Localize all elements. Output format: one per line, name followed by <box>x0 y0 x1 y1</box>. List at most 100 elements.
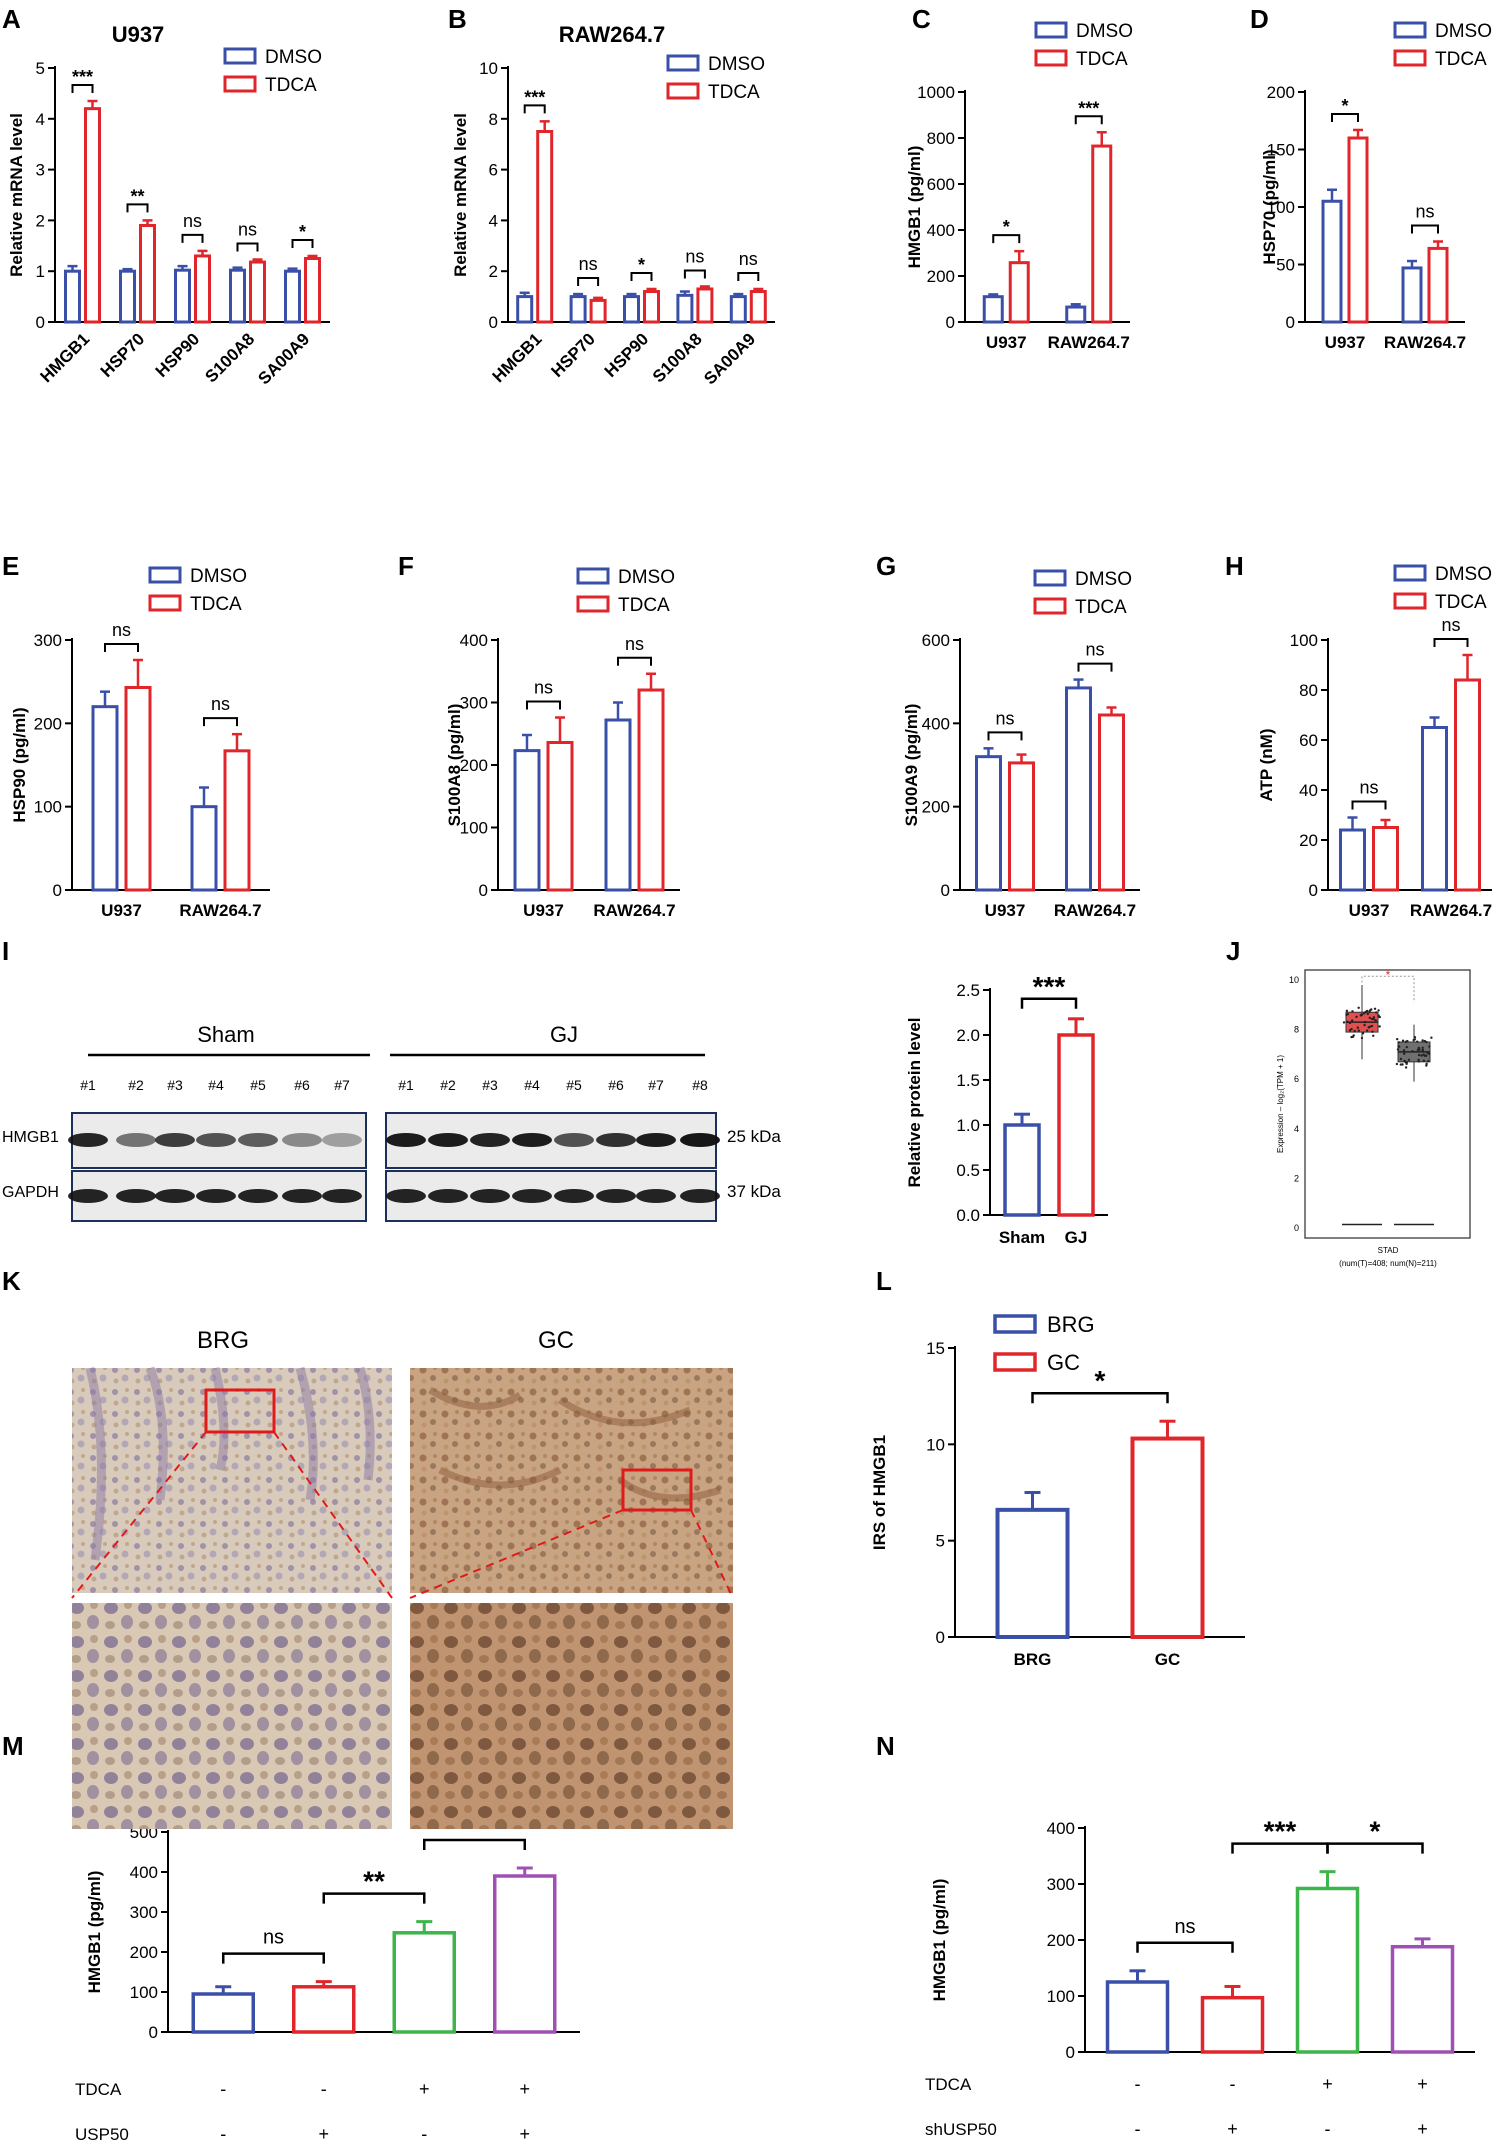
y-tick-label: 10 <box>926 1435 945 1454</box>
y-tick-label: 150 <box>1267 141 1295 160</box>
condition-sign: - <box>1230 2074 1236 2094</box>
zoom-line-gc-left <box>409 1509 624 1599</box>
bar-dmso <box>975 755 1002 892</box>
legend-label: BRG <box>1047 1312 1095 1337</box>
data-point <box>1417 1060 1421 1063</box>
data-point <box>1368 1025 1372 1028</box>
significance-label: *** <box>72 67 93 87</box>
data-point <box>1372 1016 1376 1019</box>
condition-sign: + <box>1227 2119 1238 2139</box>
data-point <box>1422 1059 1426 1062</box>
data-point <box>1402 1049 1406 1052</box>
data-point <box>1404 1066 1408 1069</box>
significance-bracket <box>737 271 760 281</box>
significance-label: ** <box>363 1866 385 1897</box>
zoom-line-brg-left <box>71 1431 207 1599</box>
y-tick-label: 400 <box>460 631 488 650</box>
bar-tdca <box>1098 713 1125 892</box>
y-tick-label: 4 <box>489 211 498 230</box>
band-hmgb1 <box>428 1133 468 1147</box>
data-point <box>1378 1025 1381 1028</box>
y-tick-label: 2 <box>489 262 498 281</box>
y-axis-label: HSP70 (pg/ml) <box>1260 149 1279 264</box>
x-tick-label: GC <box>1155 1650 1181 1669</box>
bar <box>493 1874 557 2034</box>
y-tick-label: 1.5 <box>956 1071 980 1090</box>
bar-tdca <box>84 107 101 324</box>
histology-image-brg-low <box>72 1368 392 1593</box>
panel-label-i: I <box>2 936 9 966</box>
band-gapdh <box>116 1189 156 1203</box>
lane-label: #8 <box>692 1077 708 1093</box>
x-tick-label: U937 <box>986 333 1027 352</box>
zoom-box-gc <box>621 1468 693 1512</box>
significance-label: ns <box>579 254 598 274</box>
significance-bracket <box>104 643 139 652</box>
significance-bracket <box>71 84 94 94</box>
band-hmgb1 <box>386 1133 426 1147</box>
legend-label-tdca: TDCA <box>1435 592 1487 613</box>
significance-bracket <box>1433 638 1469 647</box>
y-tick-label: 6 <box>489 161 498 180</box>
y-tick-label: 0 <box>936 1628 945 1647</box>
chart-d: 0 50 100 150 200 HSP70 (pg/ml) DMSO TDCA * U937 ns… <box>1260 21 1492 352</box>
y-tick-label: 0.5 <box>956 1161 980 1180</box>
bar-dmso <box>604 718 632 892</box>
bar-dmso <box>1401 266 1423 324</box>
significance-bracket <box>1020 997 1078 1009</box>
data-point <box>1430 1036 1433 1039</box>
band-gapdh <box>428 1189 468 1203</box>
legend-swatch-dmso <box>223 47 257 65</box>
significance-bracket <box>1074 115 1103 125</box>
y-tick-label: 6 <box>1294 1074 1299 1084</box>
chart-e: 0 100 200 300 HSP90 (pg/ml) DMSO TDCA ns U937 ns R… <box>10 566 270 920</box>
lane-label: #6 <box>294 1077 310 1093</box>
bar <box>1390 1944 1455 2054</box>
x-tick-label: Sham <box>999 1228 1045 1247</box>
significance-bracket <box>236 242 259 252</box>
band-gapdh <box>470 1189 510 1203</box>
chart-l: 0 5 10 15 IRS of HMGB1 BRG GC * BRG GC <box>870 1312 1245 1669</box>
band-hmgb1 <box>196 1133 236 1147</box>
legend-swatch-tdca <box>1034 49 1068 67</box>
significance-bracket <box>291 238 314 248</box>
significance-bracket <box>683 269 706 279</box>
bar-dmso <box>569 295 587 324</box>
data-point <box>1428 1052 1431 1055</box>
lane-label: #4 <box>208 1077 224 1093</box>
zoom-line-brg-right <box>273 1431 393 1599</box>
bar <box>1295 1886 1360 2054</box>
data-point <box>1365 1029 1369 1032</box>
y-tick-label: 100 <box>1290 631 1318 650</box>
lane-label: #1 <box>398 1077 414 1093</box>
data-point <box>1363 1023 1366 1027</box>
bar-tdca <box>1347 136 1369 324</box>
legend-label-tdca: TDCA <box>1435 49 1487 70</box>
data-point <box>1366 1012 1370 1016</box>
bar <box>392 1931 456 2034</box>
data-point <box>1368 1010 1371 1013</box>
legend-label-tdca: TDCA <box>708 82 760 103</box>
lane-label: #2 <box>440 1077 456 1093</box>
data-point <box>1395 1062 1399 1066</box>
y-axis-label: ATP (nM) <box>1257 728 1276 801</box>
histology-image-brg-high <box>72 1603 392 1829</box>
y-tick-label: 300 <box>34 631 62 650</box>
x-tick-label: U937 <box>985 901 1026 920</box>
x-tick-label: U937 <box>1349 901 1390 920</box>
histology-image-gc-high <box>410 1603 733 1829</box>
legend-label-dmso: DMSO <box>1435 21 1492 42</box>
band-hmgb1 <box>512 1133 552 1147</box>
x-tick-label: SA00A9 <box>254 329 313 388</box>
significance-bracket <box>181 233 204 243</box>
significance-bracket <box>1331 112 1359 122</box>
condition-sign: - <box>1325 2119 1331 2139</box>
legend-swatch-tdca <box>576 595 610 613</box>
zoom-box-brg <box>204 1388 276 1434</box>
data-point <box>1357 1006 1360 1009</box>
y-tick-label: 100 <box>130 1983 158 2002</box>
lane-label: #3 <box>482 1077 498 1093</box>
y-tick-label: 0 <box>946 313 955 332</box>
